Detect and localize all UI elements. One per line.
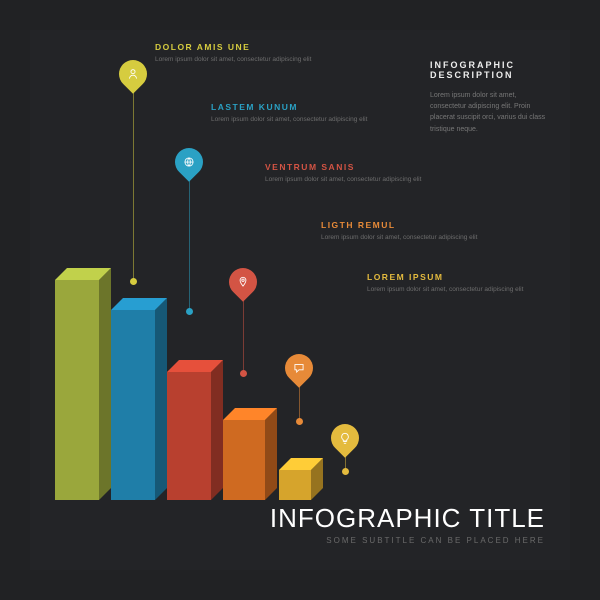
bar [223,420,265,500]
bar-label: LIGTH REMUL Lorem ipsum dolor sit amet, c… [321,220,481,243]
bar-label-title: LIGTH REMUL [321,220,481,230]
bar-label: LASTEM KUNUM Lorem ipsum dolor sit amet, … [211,102,371,125]
bar [279,470,311,500]
pin [299,378,301,422]
pin [345,448,347,472]
sidebar-title: INFOGRAPHIC DESCRIPTION [430,60,550,80]
bar-label-body: Lorem ipsum dolor sit amet, consectetur … [321,233,481,243]
bar-label: LOREM IPSUM Lorem ipsum dolor sit amet, c… [367,272,527,295]
sidebar-body: Lorem ipsum dolor sit amet, consectetur … [430,90,550,135]
bar-label-body: Lorem ipsum dolor sit amet, consectetur … [367,285,527,295]
bar-label-body: Lorem ipsum dolor sit amet, consectetur … [155,55,315,65]
footer-sub: SOME SUBTITLE CAN BE PLACED HERE [270,536,545,545]
pin [243,292,245,374]
pin [189,172,191,312]
bar-label-title: DOLOR AMIS UNE [155,42,315,52]
footer-main: INFOGRAPHIC TITLE [270,503,545,534]
footer-title-block: INFOGRAPHIC TITLE SOME SUBTITLE CAN BE P… [270,503,545,545]
bar [111,310,155,500]
sidebar-description: INFOGRAPHIC DESCRIPTION Lorem ipsum dolo… [430,60,550,135]
bar-chart [55,280,355,500]
bar-label: DOLOR AMIS UNE Lorem ipsum dolor sit amet… [155,42,315,65]
bar-label-title: LASTEM KUNUM [211,102,371,112]
bar-label-title: LOREM IPSUM [367,272,527,282]
pin [133,84,135,282]
bar [55,280,99,500]
bar-label-title: VENTRUM SANIS [265,162,425,172]
bar-label-body: Lorem ipsum dolor sit amet, consectetur … [211,115,371,125]
bar [167,372,211,500]
bar-label: VENTRUM SANIS Lorem ipsum dolor sit amet,… [265,162,425,185]
bar-label-body: Lorem ipsum dolor sit amet, consectetur … [265,175,425,185]
